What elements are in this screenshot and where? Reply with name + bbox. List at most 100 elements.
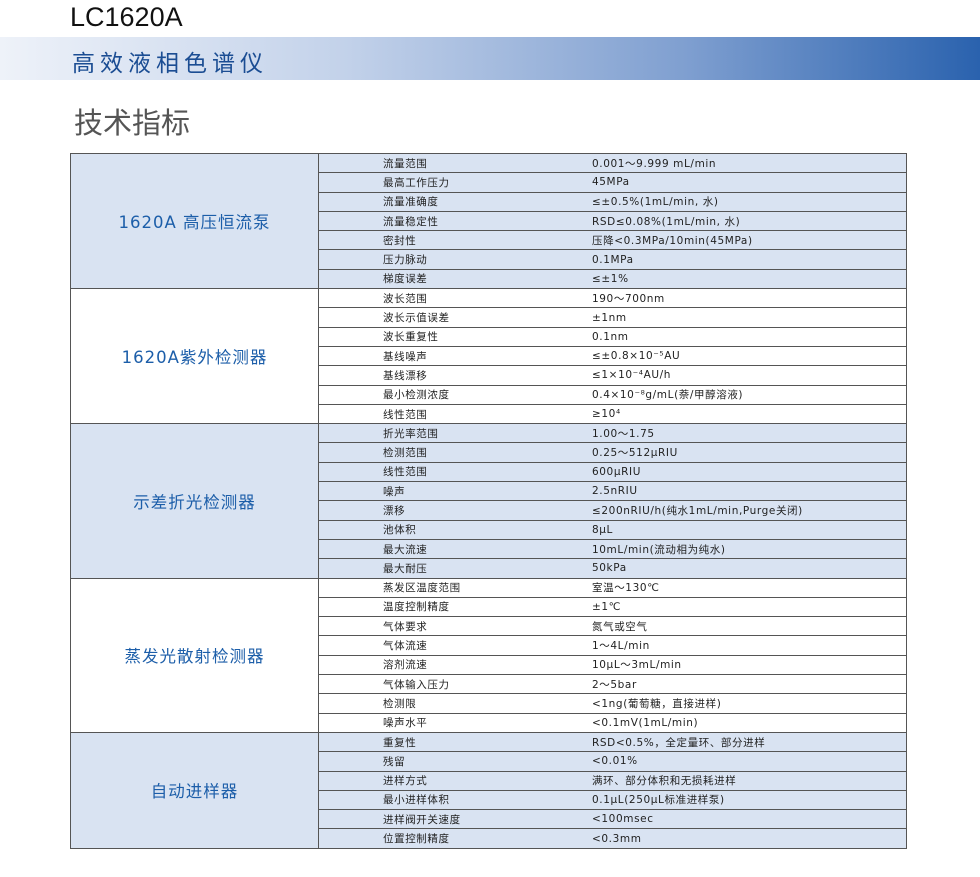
section-rows: 波长范围 190～700nm 波长示值误差 ±1nm 波长重复性 0.1nm 基线噪声 ≤±0… bbox=[319, 289, 906, 423]
value: 1～4L/min bbox=[592, 640, 650, 653]
value: <1ng(葡萄糖，直接进样) bbox=[592, 697, 722, 710]
spec-row: 进样方式 满环、部分体积和无损耗进样 bbox=[319, 770, 906, 790]
param: 气体要求 bbox=[383, 620, 428, 633]
param: 折光率范围 bbox=[383, 427, 439, 440]
param: 压力脉动 bbox=[383, 254, 428, 267]
spec-row: 检测范围 0.25～512μRIU bbox=[319, 442, 906, 461]
value: <100msec bbox=[592, 813, 654, 826]
spec-row: 气体流速 1～4L/min bbox=[319, 635, 906, 654]
value: 0.25～512μRIU bbox=[592, 447, 678, 460]
param: 线性范围 bbox=[383, 408, 428, 421]
param: 池体积 bbox=[383, 524, 417, 537]
spec-row: 气体输入压力 2～5bar bbox=[319, 674, 906, 693]
param: 进样阀开关速度 bbox=[383, 813, 461, 826]
spec-row: 线性范围 600μRIU bbox=[319, 461, 906, 481]
section-name: 示差折光检测器 bbox=[71, 424, 319, 578]
value: <0.1mV(1mL/min) bbox=[592, 716, 699, 729]
spec-row: 密封性 压降<0.3MPa/10min(45MPa) bbox=[319, 230, 906, 249]
model-title: LC1620A bbox=[70, 2, 183, 32]
value: ±1nm bbox=[592, 311, 627, 324]
spec-row: 波长重复性 0.1nm bbox=[319, 326, 906, 346]
spec-row: 温度控制精度 ±1℃ bbox=[319, 596, 906, 616]
value: 氮气或空气 bbox=[592, 620, 648, 633]
value: 10mL/min(流动相为纯水) bbox=[592, 543, 726, 556]
spec-row: 最高工作压力 45MPa bbox=[319, 172, 906, 191]
value: <0.3mm bbox=[592, 832, 642, 845]
value: 50kPa bbox=[592, 562, 627, 575]
param: 基线漂移 bbox=[383, 369, 428, 382]
param: 检测范围 bbox=[383, 447, 428, 460]
param: 波长范围 bbox=[383, 292, 428, 305]
param: 重复性 bbox=[383, 736, 417, 749]
param: 最小检测浓度 bbox=[383, 389, 450, 402]
spec-row: 溶剂流速 10μL～3mL/min bbox=[319, 654, 906, 674]
spec-row: 重复性 RSD<0.5%，全定量环、部分进样 bbox=[319, 733, 906, 751]
section-name: 自动进样器 bbox=[71, 732, 319, 848]
param: 漂移 bbox=[383, 504, 406, 517]
param: 进样方式 bbox=[383, 775, 428, 788]
spec-row: 漂移 ≤200nRIU/h(纯水1mL/min,Purge关闭) bbox=[319, 500, 906, 519]
param: 噪声 bbox=[383, 485, 406, 498]
param: 气体流速 bbox=[383, 640, 428, 653]
param: 波长重复性 bbox=[383, 331, 439, 344]
param: 位置控制精度 bbox=[383, 833, 450, 846]
spec-row: 池体积 8μL bbox=[319, 519, 906, 539]
value: 0.1μL(250μL标准进样泵) bbox=[592, 794, 725, 807]
section: 自动进样器 重复性 RSD<0.5%，全定量环、部分进样残留 <0.01% 进样方式 满环… bbox=[71, 731, 906, 848]
title-bar bbox=[0, 37, 980, 80]
param: 基线噪声 bbox=[383, 350, 428, 363]
spec-row: 气体要求 氮气或空气 bbox=[319, 616, 906, 635]
section: 蒸发光散射检测器 蒸发区温度范围 室温～130℃ 温度控制精度 ±1℃ 气体要求 氮气或空气… bbox=[71, 577, 906, 732]
param: 最大流速 bbox=[383, 543, 428, 556]
spec-row: 噪声水平 <0.1mV(1mL/min) bbox=[319, 712, 906, 732]
spec-row: 流量稳定性 RSD≤0.08%(1mL/min, 水) bbox=[319, 210, 906, 230]
section-rows: 重复性 RSD<0.5%，全定量环、部分进样残留 <0.01% 进样方式 满环、部分体积… bbox=[319, 733, 906, 848]
value: ≤±0.5%(1mL/min, 水) bbox=[592, 196, 719, 209]
value: ≤±0.8×10⁻⁵AU bbox=[592, 350, 681, 363]
value: <0.01% bbox=[592, 755, 638, 768]
section-rows: 流量范围 0.001～9.999 mL/min 最高工作压力 45MPa 流量准确度 ≤±… bbox=[319, 154, 906, 288]
param: 蒸发区温度范围 bbox=[383, 582, 461, 595]
value: ≤200nRIU/h(纯水1mL/min,Purge关闭) bbox=[592, 504, 803, 517]
section: 1620A 高压恒流泵 流量范围 0.001～9.999 mL/min 最高工作压力 4… bbox=[71, 154, 906, 289]
param: 噪声水平 bbox=[383, 717, 428, 730]
value: 0.001～9.999 mL/min bbox=[592, 157, 717, 170]
spec-row: 最小检测浓度 0.4×10⁻⁸g/mL(萘/甲醇溶液) bbox=[319, 384, 906, 404]
spec-row: 检测限 <1ng(葡萄糖，直接进样) bbox=[319, 693, 906, 712]
param: 梯度误差 bbox=[383, 273, 428, 286]
spec-row: 蒸发区温度范围 室温～130℃ bbox=[319, 579, 906, 597]
param: 流量范围 bbox=[383, 157, 428, 170]
param: 检测限 bbox=[383, 697, 417, 710]
section-name: 1620A 高压恒流泵 bbox=[71, 154, 319, 289]
value: 0.1MPa bbox=[592, 253, 634, 266]
value: 190～700nm bbox=[592, 292, 665, 305]
spec-row: 最大流速 10mL/min(流动相为纯水) bbox=[319, 538, 906, 558]
param: 最高工作压力 bbox=[383, 176, 450, 189]
value: ≤±1% bbox=[592, 272, 629, 285]
section: 示差折光检测器 折光率范围 1.00～1.75 检测范围 0.25～512μRIU 线性范… bbox=[71, 423, 906, 578]
value: ≤1×10⁻⁴AU/h bbox=[592, 369, 672, 382]
value: RSD<0.5%，全定量环、部分进样 bbox=[592, 736, 766, 749]
spec-row: 波长示值误差 ±1nm bbox=[319, 307, 906, 326]
value: 室温～130℃ bbox=[592, 582, 660, 595]
value: 600μRIU bbox=[592, 465, 641, 478]
value: 45MPa bbox=[592, 176, 630, 189]
value: 2.5nRIU bbox=[592, 485, 638, 498]
spec-row: 梯度误差 ≤±1% bbox=[319, 268, 906, 288]
value: 10μL～3mL/min bbox=[592, 659, 682, 672]
section-rows: 折光率范围 1.00～1.75 检测范围 0.25～512μRIU 线性范围 600μRI… bbox=[319, 424, 906, 577]
spec-row: 位置控制精度 <0.3mm bbox=[319, 828, 906, 847]
spec-row: 波长范围 190～700nm bbox=[319, 289, 906, 307]
value: 1.00～1.75 bbox=[592, 427, 655, 440]
param: 流量准确度 bbox=[383, 196, 439, 209]
param: 最小进样体积 bbox=[383, 794, 450, 807]
value: 0.1nm bbox=[592, 330, 629, 343]
value: 8μL bbox=[592, 523, 614, 536]
spec-row: 基线噪声 ≤±0.8×10⁻⁵AU bbox=[319, 345, 906, 365]
param: 最大耐压 bbox=[383, 562, 428, 575]
spec-row: 压力脉动 0.1MPa bbox=[319, 249, 906, 268]
spec-row: 残留 <0.01% bbox=[319, 751, 906, 770]
value: 满环、部分体积和无损耗进样 bbox=[592, 775, 737, 788]
spec-row: 最大耐压 50kPa bbox=[319, 558, 906, 577]
